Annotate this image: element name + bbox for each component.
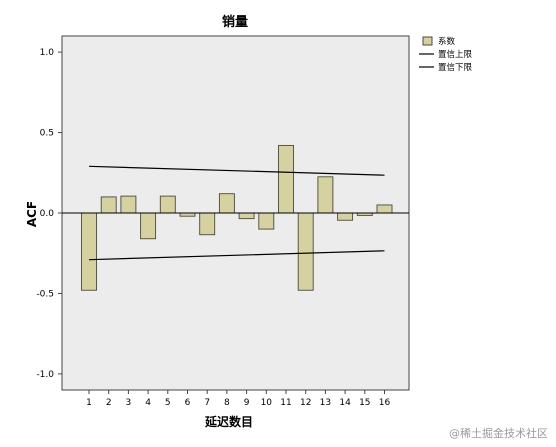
x-tick-label: 4 xyxy=(145,398,151,408)
upper-confidence-line xyxy=(88,165,385,176)
acf-bar xyxy=(199,212,216,236)
legend-label-lower: 置信下限 xyxy=(438,62,473,73)
acf-bar xyxy=(140,212,157,240)
chart-title: 销量 xyxy=(222,14,248,30)
watermark: @稀土掘金技术社区 xyxy=(449,426,548,440)
y-axis: 1.0 0.5 0.0 -0.5 -1.0 xyxy=(36,48,62,380)
confidence-lines xyxy=(62,165,409,261)
acf-bar xyxy=(297,212,314,291)
x-tick-label: 10 xyxy=(261,398,273,408)
legend-label-coefficient: 系数 xyxy=(438,36,456,47)
x-tick-label: 15 xyxy=(359,398,370,408)
acf-bar xyxy=(376,204,393,214)
acf-bar xyxy=(238,212,255,220)
x-tick-label: 7 xyxy=(204,398,210,408)
acf-bar xyxy=(258,212,275,230)
y-tick-label: 0.0 xyxy=(40,209,55,219)
x-tick-label: 5 xyxy=(165,398,171,408)
y-tick-label: -1.0 xyxy=(36,370,54,380)
x-tick-label: 16 xyxy=(379,398,391,408)
y-tick-label: -0.5 xyxy=(36,289,54,299)
x-tick-label: 13 xyxy=(320,398,331,408)
x-tick-label: 14 xyxy=(339,398,351,408)
x-tick-label: 11 xyxy=(280,398,291,408)
x-tick-label: 8 xyxy=(224,398,230,408)
lower-confidence-line xyxy=(88,250,385,261)
x-tick-label: 1 xyxy=(86,398,92,408)
x-tick-label: 3 xyxy=(126,398,132,408)
acf-bar xyxy=(317,176,334,214)
y-tick-label: 0.5 xyxy=(40,129,54,139)
x-tick-label: 9 xyxy=(244,398,250,408)
acf-bar xyxy=(278,144,294,214)
acf-bar xyxy=(100,196,117,214)
legend-swatch-coefficient xyxy=(422,36,433,46)
x-tick-label: 12 xyxy=(300,398,311,408)
legend-label-upper: 置信上限 xyxy=(438,49,473,60)
bar-series xyxy=(81,144,393,291)
acf-bar xyxy=(81,212,97,291)
acf-bar xyxy=(337,212,354,221)
x-axis-label: 延迟数目 xyxy=(204,414,253,429)
legend: 系数 置信上限 置信下限 xyxy=(419,36,473,73)
x-axis: 1 2 3 4 5 6 7 8 9 10 11 12 13 14 15 16 xyxy=(86,390,390,408)
y-tick-label: 1.0 xyxy=(40,48,55,58)
x-tick-label: 6 xyxy=(185,398,191,408)
acf-bar xyxy=(218,193,235,214)
y-axis-label: ACF xyxy=(25,201,39,227)
x-tick-label: 2 xyxy=(106,398,112,408)
acf-bar xyxy=(120,195,137,214)
acf-bar xyxy=(159,195,176,214)
